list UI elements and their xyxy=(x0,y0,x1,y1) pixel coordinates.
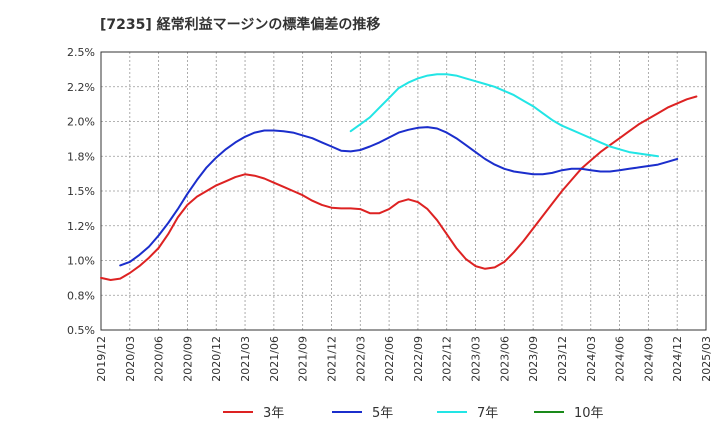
series-line-1 xyxy=(100,95,698,281)
x-axis-ticks: 2019/12 2020/03 2020/06 2020/09 2020/12 2021/… xyxy=(95,336,713,382)
x-tick-label: 2021/12 xyxy=(325,336,338,382)
y-tick-label: 1.0% xyxy=(67,255,95,268)
x-tick-label: 2020/03 xyxy=(124,336,137,382)
x-tick-label: 2021/06 xyxy=(268,336,281,382)
x-tick-label: 2025/03 xyxy=(700,336,713,382)
series-line-3 xyxy=(349,73,659,158)
series-lines xyxy=(100,73,698,281)
x-tick-label: 2020/06 xyxy=(153,336,166,382)
y-tick-label: 0.5% xyxy=(67,324,95,337)
plot-area xyxy=(101,52,706,330)
x-tick-label: 2023/03 xyxy=(470,336,483,382)
y-tick-label: 0.8% xyxy=(67,289,95,302)
x-tick-label: 2019/12 xyxy=(95,336,108,382)
legend-label-1: 3年 xyxy=(263,406,284,421)
x-tick-label: 2022/03 xyxy=(354,336,367,382)
chart-title: [7235] 経常利益マージンの標準偏差の推移 xyxy=(100,17,381,33)
x-tick-label: 2021/03 xyxy=(239,336,252,382)
y-tick-label: 1.2% xyxy=(67,220,95,233)
y-tick-label: 2.5% xyxy=(67,46,95,59)
series-line-2 xyxy=(119,126,679,267)
x-tick-label: 2021/09 xyxy=(297,336,310,382)
y-tick-label: 1.5% xyxy=(67,185,95,198)
x-tick-label: 2023/06 xyxy=(498,336,511,382)
grid xyxy=(101,52,706,330)
x-tick-label: 2022/09 xyxy=(412,336,425,382)
x-tick-label: 2024/06 xyxy=(614,336,627,382)
x-tick-label: 2020/09 xyxy=(181,336,194,382)
x-tick-label: 2020/12 xyxy=(210,336,223,382)
legend-label-2: 5年 xyxy=(372,406,393,421)
x-tick-label: 2022/12 xyxy=(441,336,454,382)
x-tick-label: 2023/09 xyxy=(527,336,540,382)
legend: 3年 5年 7年 10年 xyxy=(223,406,604,421)
y-tick-label: 2.0% xyxy=(67,116,95,129)
legend-label-3: 7年 xyxy=(477,406,498,421)
x-tick-label: 2024/09 xyxy=(642,336,655,382)
y-tick-label: 2.2% xyxy=(67,81,95,94)
y-tick-label: 1.8% xyxy=(67,150,95,163)
plot-frame xyxy=(100,51,707,331)
legend-label-4: 10年 xyxy=(574,406,604,421)
x-tick-label: 2022/06 xyxy=(383,336,396,382)
y-axis-ticks: 0.5% 0.8% 1.0% 1.2% 1.5% 1.8% 2.0% 2.2% 2.5% xyxy=(67,46,95,337)
x-tick-label: 2023/12 xyxy=(556,336,569,382)
x-tick-label: 2024/03 xyxy=(585,336,598,382)
x-tick-label: 2024/12 xyxy=(671,336,684,382)
